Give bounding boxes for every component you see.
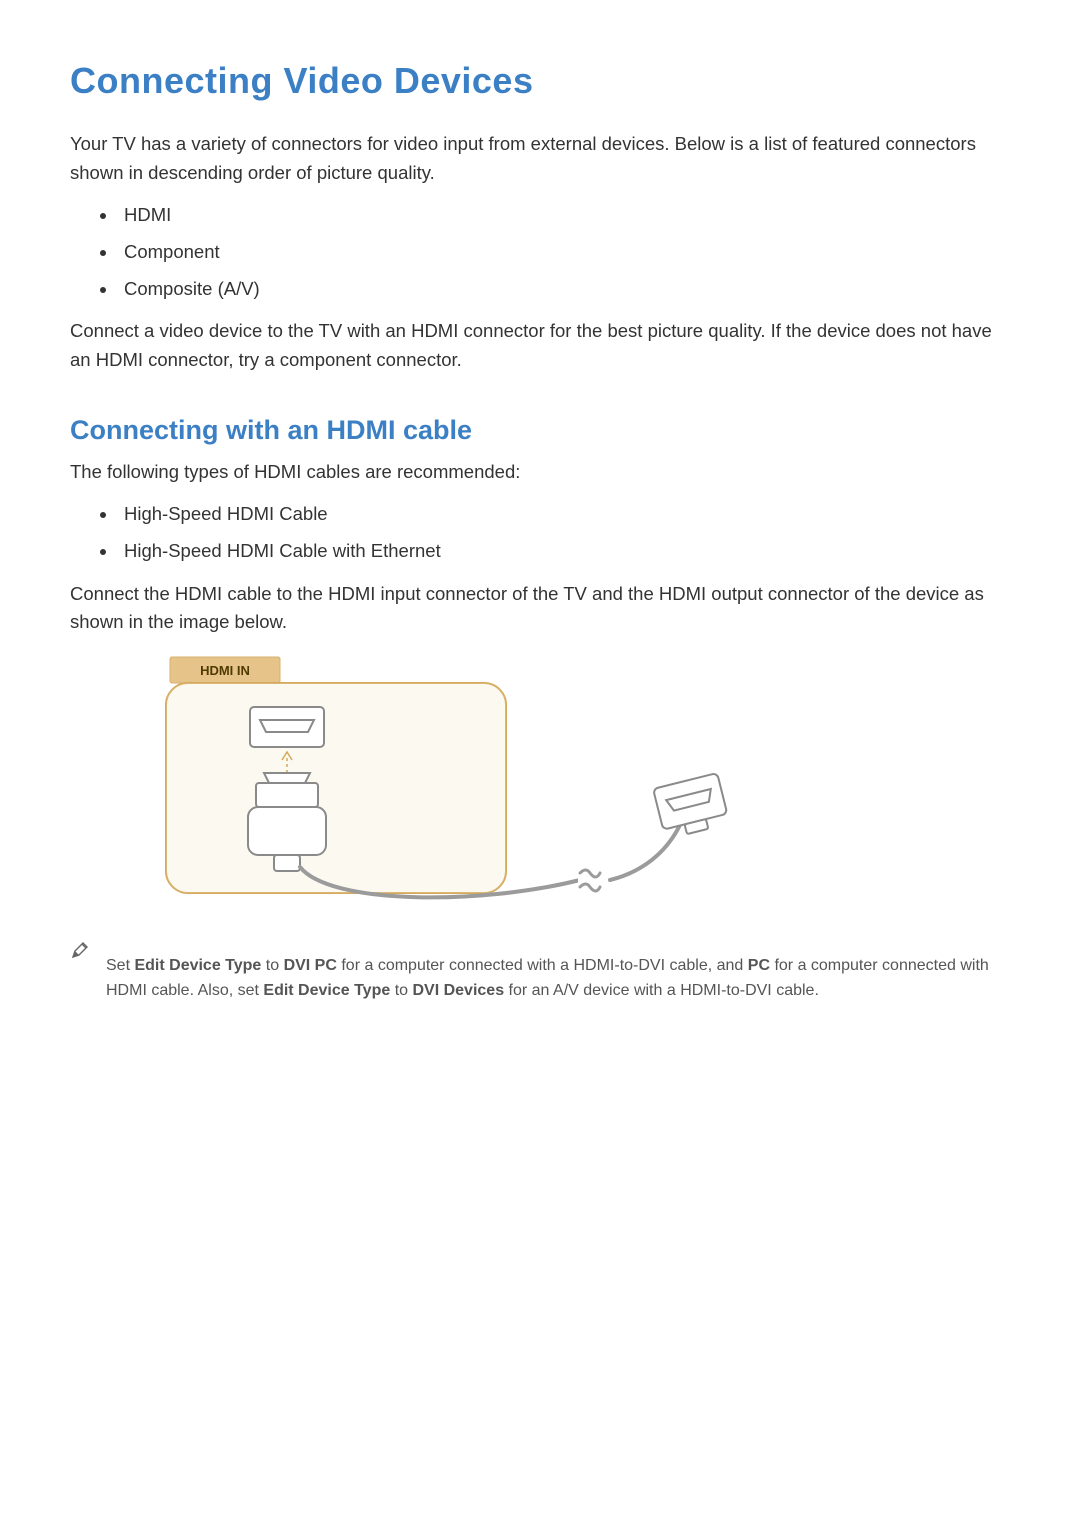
note: Set Edit Device Type to DVI PC for a com… bbox=[70, 938, 1010, 1020]
hdmi-cable-2 bbox=[610, 825, 680, 880]
section-intro: The following types of HDMI cables are r… bbox=[70, 458, 1010, 487]
list-item: High-Speed HDMI Cable with Ethernet bbox=[118, 537, 1010, 566]
document-page: Connecting Video Devices Your TV has a v… bbox=[0, 0, 1080, 1527]
list-item: Composite (A/V) bbox=[118, 275, 1010, 304]
hdmi-cable-list: High-Speed HDMI Cable High-Speed HDMI Ca… bbox=[70, 500, 1010, 565]
advice-paragraph: Connect a video device to the TV with an… bbox=[70, 317, 1010, 374]
diagram-panel-fill bbox=[166, 683, 506, 893]
page-title: Connecting Video Devices bbox=[70, 60, 1010, 102]
diagram-svg: HDMI IN bbox=[160, 655, 780, 915]
list-item: Component bbox=[118, 238, 1010, 267]
section-instruction: Connect the HDMI cable to the HDMI input… bbox=[70, 580, 1010, 637]
cable-break-icon bbox=[578, 868, 612, 892]
intro-paragraph: Your TV has a variety of connectors for … bbox=[70, 130, 1010, 187]
connector-list: HDMI Component Composite (A/V) bbox=[70, 201, 1010, 303]
note-text: Set Edit Device Type to DVI PC for a com… bbox=[106, 954, 1010, 1004]
device-hdmi-port bbox=[653, 773, 730, 839]
list-item: HDMI bbox=[118, 201, 1010, 230]
pencil-icon bbox=[70, 940, 90, 965]
list-item: High-Speed HDMI Cable bbox=[118, 500, 1010, 529]
hdmi-diagram: HDMI IN bbox=[160, 655, 1010, 920]
section-title: Connecting with an HDMI cable bbox=[70, 415, 1010, 446]
hdmi-in-label-text: HDMI IN bbox=[200, 663, 250, 678]
